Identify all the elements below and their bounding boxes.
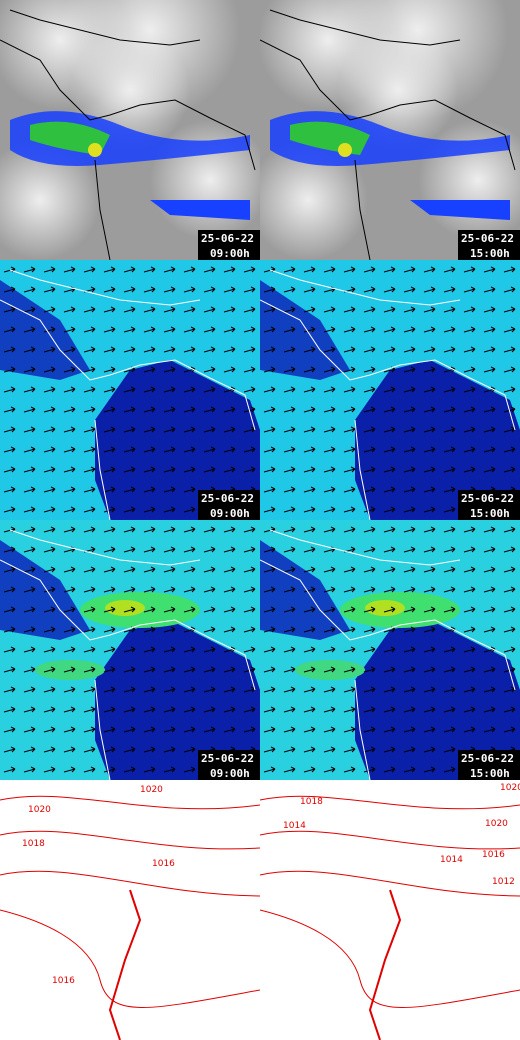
time-label: 09:00h: [210, 767, 250, 780]
isobar-background: [260, 780, 520, 1040]
cloud: [338, 30, 458, 150]
wind-arrows: [260, 260, 520, 520]
cloud: [260, 140, 368, 260]
time-label: 15:00h: [470, 767, 510, 780]
coastline: [260, 9, 516, 260]
isobar-background: [0, 780, 260, 1040]
isobar-label: 1016: [152, 859, 175, 869]
map-panel: 25-06-22 09:00h: [0, 520, 260, 780]
stamp-box: [198, 230, 260, 260]
stamp-box: [198, 490, 260, 520]
time-label: 15:00h: [470, 247, 510, 260]
isobar-label: 1014: [283, 821, 306, 831]
date-label: 25-06-22: [201, 492, 254, 505]
isobar-label: 1020: [28, 805, 51, 815]
coastline: [0, 269, 256, 520]
isobar-label: 1020: [485, 819, 508, 829]
time-label: 15:00h: [470, 507, 510, 520]
rain-band: [150, 200, 250, 220]
stamp-box: [458, 230, 520, 260]
isobar-label: 1018: [300, 797, 323, 807]
wind-arrows: [0, 520, 260, 780]
isobar-label: 1014: [440, 855, 463, 865]
coastline: [260, 529, 516, 780]
map-panel: 25-06-22 15:00h: [260, 0, 520, 260]
isobar: [108, 889, 142, 1040]
coastline: [0, 9, 256, 260]
rain-band: [410, 200, 510, 220]
map-panel: 25-06-22 09:00h: [0, 260, 260, 520]
isobar: [260, 909, 520, 1008]
isobar: [260, 830, 520, 850]
stamp-box: [458, 490, 520, 520]
date-label: 25-06-22: [461, 232, 514, 245]
isobar: [0, 795, 260, 810]
isobar: [0, 870, 260, 897]
isobar: [260, 795, 520, 810]
map-panel: 1020 1018 1020 1016 1016: [0, 780, 260, 1040]
isobar-label: 1020: [140, 785, 163, 795]
coastline: [260, 269, 516, 520]
map-panel: 25-06-22 15:00h: [260, 520, 520, 780]
isobar-label: 1012: [492, 877, 515, 887]
date-label: 25-06-22: [201, 752, 254, 765]
isobar: [0, 909, 260, 1008]
date-label: 25-06-22: [461, 752, 514, 765]
map-panel: 25-06-22 09:00h: [0, 0, 260, 260]
cloud: [150, 120, 260, 240]
date-label: 25-06-22: [461, 492, 514, 505]
stamp-box: [458, 750, 520, 780]
isobar: [0, 830, 260, 850]
isobar-label: 1016: [482, 850, 505, 860]
coastline: [0, 529, 256, 780]
wind-arrows: [0, 260, 260, 520]
isobar: [260, 870, 520, 897]
stamp-box: [198, 750, 260, 780]
rain-peak: [338, 143, 352, 157]
time-label: 09:00h: [210, 247, 250, 260]
isobar: [368, 889, 402, 1040]
isobar-label: 1020: [500, 783, 520, 793]
map-panel: 1020 1018 1014 1020 1016 1014 1012: [260, 780, 520, 1040]
date-label: 25-06-22: [201, 232, 254, 245]
isobar-label: 1018: [22, 839, 45, 849]
cloud: [0, 140, 100, 260]
rain-peak: [88, 143, 102, 157]
map-panel: 25-06-22 15:00h: [260, 260, 520, 520]
time-label: 09:00h: [210, 507, 250, 520]
isobar-label: 1016: [52, 976, 75, 986]
wind-arrows: [260, 520, 520, 780]
